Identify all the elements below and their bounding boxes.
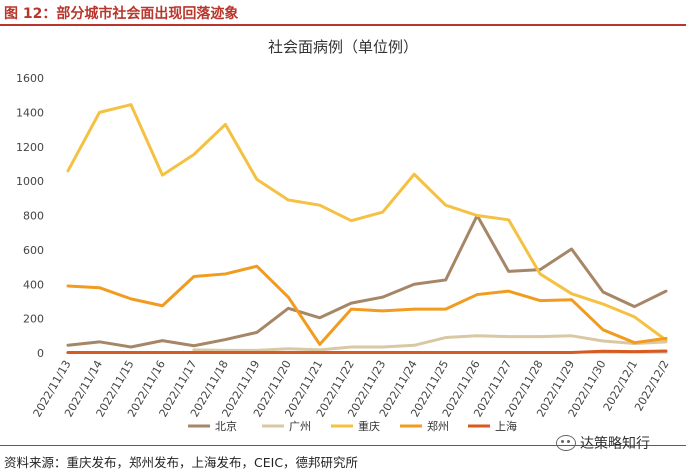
axes: 020040060080010001200140016002022/11/132… (16, 72, 672, 419)
watermark: 达策略知行 (556, 433, 650, 453)
series-layer (66, 103, 668, 354)
footer-divider (0, 445, 686, 446)
line-chart: 社会面病例（单位例） 0 200 400 600 800 1000 1200 1400 1600… (16, 38, 672, 433)
series-line-广州 (192, 334, 668, 352)
series-line-上海 (66, 349, 668, 354)
wechat-icon (556, 435, 576, 451)
y-tick-label: 800 (23, 210, 44, 223)
figure-header: 图 12：部分城市社会面出现回落迹象 (0, 0, 686, 26)
y-tick-label: 1400 (16, 106, 44, 119)
legend: 北京 广州 重庆 郑州 上海 (188, 419, 517, 433)
y-tick-label: 400 (23, 278, 44, 291)
y-tick-label: 1600 (16, 72, 44, 85)
legend-label: 重庆 (358, 419, 380, 433)
y-tick-label: 0 (37, 347, 44, 360)
series-line-郑州 (66, 264, 668, 346)
y-tick-label: 600 (23, 244, 44, 257)
y-tick-label: 1200 (16, 141, 44, 154)
y-tick-label: 200 (23, 313, 44, 326)
series-line-重庆 (66, 103, 668, 342)
figure-title: 图 12：部分城市社会面出现回落迹象 (4, 6, 239, 22)
source-note: 资料来源：重庆发布，郑州发布，上海发布，CEIC，德邦研究所 (4, 455, 359, 470)
legend-label: 郑州 (427, 419, 449, 433)
chart-title: 社会面病例（单位例） (268, 38, 418, 56)
watermark-text: 达策略知行 (580, 436, 650, 452)
legend-label: 广州 (289, 420, 311, 433)
y-tick-label: 1000 (16, 175, 44, 188)
legend-label: 上海 (495, 419, 517, 433)
series-line-北京 (66, 214, 668, 349)
legend-label: 北京 (215, 419, 237, 433)
